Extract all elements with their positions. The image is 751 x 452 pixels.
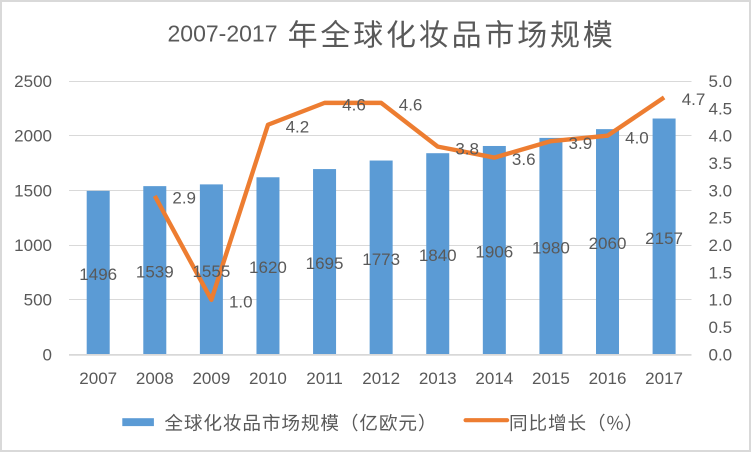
svg-text:1.0: 1.0	[229, 292, 253, 311]
svg-text:4.2: 4.2	[286, 117, 310, 136]
svg-text:4.0: 4.0	[709, 127, 733, 146]
svg-text:2013: 2013	[419, 369, 457, 388]
svg-text:1773: 1773	[362, 250, 400, 269]
svg-text:4.6: 4.6	[399, 96, 423, 115]
svg-text:0.0: 0.0	[709, 345, 733, 364]
svg-text:1.0: 1.0	[709, 291, 733, 310]
svg-text:5.0: 5.0	[709, 72, 733, 91]
svg-text:2000: 2000	[14, 127, 52, 146]
svg-text:2016: 2016	[589, 369, 627, 388]
svg-text:2060: 2060	[589, 234, 627, 253]
svg-text:1500: 1500	[14, 181, 52, 200]
svg-text:3.6: 3.6	[512, 150, 536, 169]
svg-text:4.0: 4.0	[625, 128, 649, 147]
svg-text:1.5: 1.5	[709, 263, 733, 282]
svg-text:3.5: 3.5	[709, 154, 733, 173]
svg-text:1906: 1906	[475, 243, 513, 262]
svg-text:2014: 2014	[475, 369, 513, 388]
svg-text:1840: 1840	[419, 246, 457, 265]
svg-text:2008: 2008	[136, 369, 174, 388]
svg-text:3.8: 3.8	[455, 139, 479, 158]
svg-text:0: 0	[43, 345, 52, 364]
svg-text:2009: 2009	[192, 369, 230, 388]
svg-text:4.5: 4.5	[709, 99, 733, 118]
svg-text:2157: 2157	[645, 229, 683, 248]
svg-text:1539: 1539	[136, 263, 174, 282]
svg-text:1496: 1496	[79, 265, 117, 284]
svg-text:1695: 1695	[306, 254, 344, 273]
svg-text:2.0: 2.0	[709, 236, 733, 255]
svg-text:0.5: 0.5	[709, 318, 733, 337]
svg-text:2010: 2010	[249, 369, 287, 388]
svg-text:2017: 2017	[645, 369, 683, 388]
svg-text:3.9: 3.9	[569, 134, 593, 153]
svg-text:2.5: 2.5	[709, 209, 733, 228]
svg-text:1555: 1555	[192, 262, 230, 281]
svg-text:2.9: 2.9	[172, 189, 196, 208]
svg-text:1980: 1980	[532, 239, 570, 258]
svg-text:1000: 1000	[14, 236, 52, 255]
svg-text:500: 500	[24, 291, 52, 310]
svg-text:4.6: 4.6	[342, 96, 366, 115]
svg-text:2015: 2015	[532, 369, 570, 388]
svg-text:2500: 2500	[14, 72, 52, 91]
svg-text:2007-2017: 2007-2017	[168, 21, 278, 47]
svg-text:2011: 2011	[306, 369, 343, 388]
svg-text:4.7: 4.7	[682, 90, 706, 109]
svg-text:1620: 1620	[249, 258, 287, 277]
svg-text:2007: 2007	[79, 369, 117, 388]
svg-text:3.0: 3.0	[709, 181, 733, 200]
svg-text:2012: 2012	[362, 369, 400, 388]
